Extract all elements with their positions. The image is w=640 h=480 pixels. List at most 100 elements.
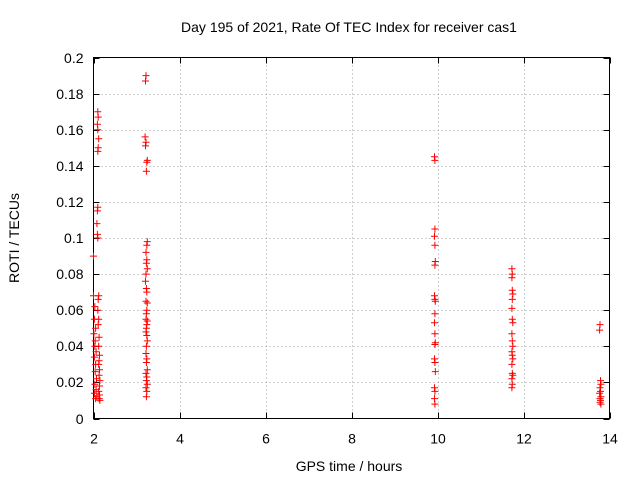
x-axis-label: GPS time / hours bbox=[296, 458, 403, 474]
data-point bbox=[142, 342, 150, 350]
data-point bbox=[95, 342, 103, 350]
data-point bbox=[95, 371, 103, 379]
data-point bbox=[142, 359, 150, 366]
plot-frame bbox=[93, 57, 610, 419]
data-point bbox=[431, 225, 439, 233]
data-point bbox=[92, 348, 100, 356]
data-point bbox=[94, 295, 102, 303]
y-tick-label: 0.04 bbox=[56, 338, 83, 354]
data-point bbox=[508, 360, 516, 368]
data-point bbox=[96, 396, 104, 404]
data-point bbox=[91, 380, 99, 388]
data-point bbox=[508, 274, 516, 282]
data-point bbox=[143, 241, 151, 249]
data-point bbox=[94, 234, 102, 242]
data-point bbox=[509, 371, 517, 379]
y-tick-label: 0.2 bbox=[64, 50, 84, 66]
data-point bbox=[142, 350, 150, 357]
data-point bbox=[95, 395, 103, 403]
data-point bbox=[94, 321, 102, 329]
data-point bbox=[431, 387, 439, 395]
x-tick-label: 2 bbox=[90, 431, 98, 447]
data-point bbox=[143, 288, 151, 296]
data-point bbox=[431, 341, 439, 348]
data-point bbox=[431, 400, 439, 408]
data-points bbox=[90, 72, 605, 408]
data-point bbox=[142, 277, 149, 285]
y-tick-label: 0 bbox=[76, 411, 84, 427]
data-point bbox=[431, 368, 439, 376]
data-point bbox=[92, 324, 100, 332]
data-point bbox=[142, 328, 150, 336]
data-point bbox=[142, 167, 150, 175]
data-point bbox=[94, 306, 102, 314]
data-point bbox=[90, 330, 98, 338]
data-point bbox=[96, 382, 103, 390]
data-point bbox=[142, 377, 150, 385]
data-point bbox=[508, 304, 516, 312]
data-point bbox=[596, 326, 604, 334]
data-point bbox=[142, 369, 150, 377]
data-point bbox=[509, 355, 517, 363]
data-point bbox=[142, 259, 150, 267]
data-point bbox=[95, 387, 103, 395]
data-point bbox=[431, 359, 439, 366]
data-point bbox=[143, 158, 151, 166]
data-point bbox=[431, 232, 438, 240]
x-tick-label: 6 bbox=[262, 431, 270, 447]
data-point bbox=[95, 360, 103, 368]
data-point bbox=[431, 310, 439, 318]
data-point bbox=[143, 337, 151, 345]
x-tick-label: 14 bbox=[602, 431, 618, 447]
data-point bbox=[431, 319, 438, 327]
data-point bbox=[90, 252, 97, 260]
data-point bbox=[142, 270, 150, 278]
data-point bbox=[95, 135, 103, 143]
data-point bbox=[142, 297, 150, 305]
data-point bbox=[431, 330, 439, 338]
data-point bbox=[93, 220, 101, 228]
y-axis-label: ROTI / TECUs bbox=[6, 193, 22, 283]
data-point bbox=[93, 207, 101, 215]
data-point bbox=[94, 147, 102, 155]
data-point bbox=[91, 303, 99, 311]
data-point bbox=[142, 315, 150, 323]
data-point bbox=[508, 295, 516, 303]
data-point bbox=[431, 261, 439, 269]
data-point bbox=[143, 366, 151, 374]
data-point bbox=[142, 384, 150, 392]
data-point bbox=[90, 389, 98, 397]
data-point bbox=[596, 398, 604, 406]
y-tick-label: 0.06 bbox=[56, 302, 83, 318]
data-point bbox=[508, 384, 516, 392]
data-point bbox=[94, 126, 102, 134]
data-point bbox=[509, 342, 517, 350]
y-tick-label: 0.1 bbox=[64, 230, 84, 246]
x-tick-label: 8 bbox=[348, 431, 356, 447]
data-point bbox=[431, 156, 439, 164]
data-point bbox=[90, 353, 98, 361]
chart-title: Day 195 of 2021, Rate Of TEC Index for r… bbox=[181, 19, 517, 35]
y-tick-label: 0.08 bbox=[56, 266, 83, 282]
data-point bbox=[142, 248, 150, 256]
x-tick-label: 4 bbox=[176, 431, 184, 447]
data-point bbox=[143, 299, 151, 307]
data-point bbox=[143, 380, 151, 388]
axis-ticks bbox=[93, 57, 611, 420]
y-tick-label: 0.12 bbox=[56, 194, 83, 210]
y-tick-labels: 0 0.02 0.04 0.06 0.08 0.1 0.12 0.14 0.16 0.18 0.2 bbox=[56, 50, 83, 427]
data-point bbox=[142, 77, 149, 85]
data-point bbox=[95, 333, 103, 341]
y-tick-label: 0.16 bbox=[56, 122, 83, 138]
data-point bbox=[431, 297, 439, 305]
data-point bbox=[91, 368, 99, 376]
data-point bbox=[508, 330, 516, 338]
data-point bbox=[93, 375, 100, 383]
grid-lines bbox=[93, 57, 610, 419]
y-tick-label: 0.14 bbox=[56, 158, 83, 174]
data-point bbox=[141, 133, 149, 141]
y-tick-label: 0.02 bbox=[56, 374, 83, 390]
x-tick-label: 12 bbox=[516, 431, 532, 447]
data-point bbox=[142, 142, 149, 150]
